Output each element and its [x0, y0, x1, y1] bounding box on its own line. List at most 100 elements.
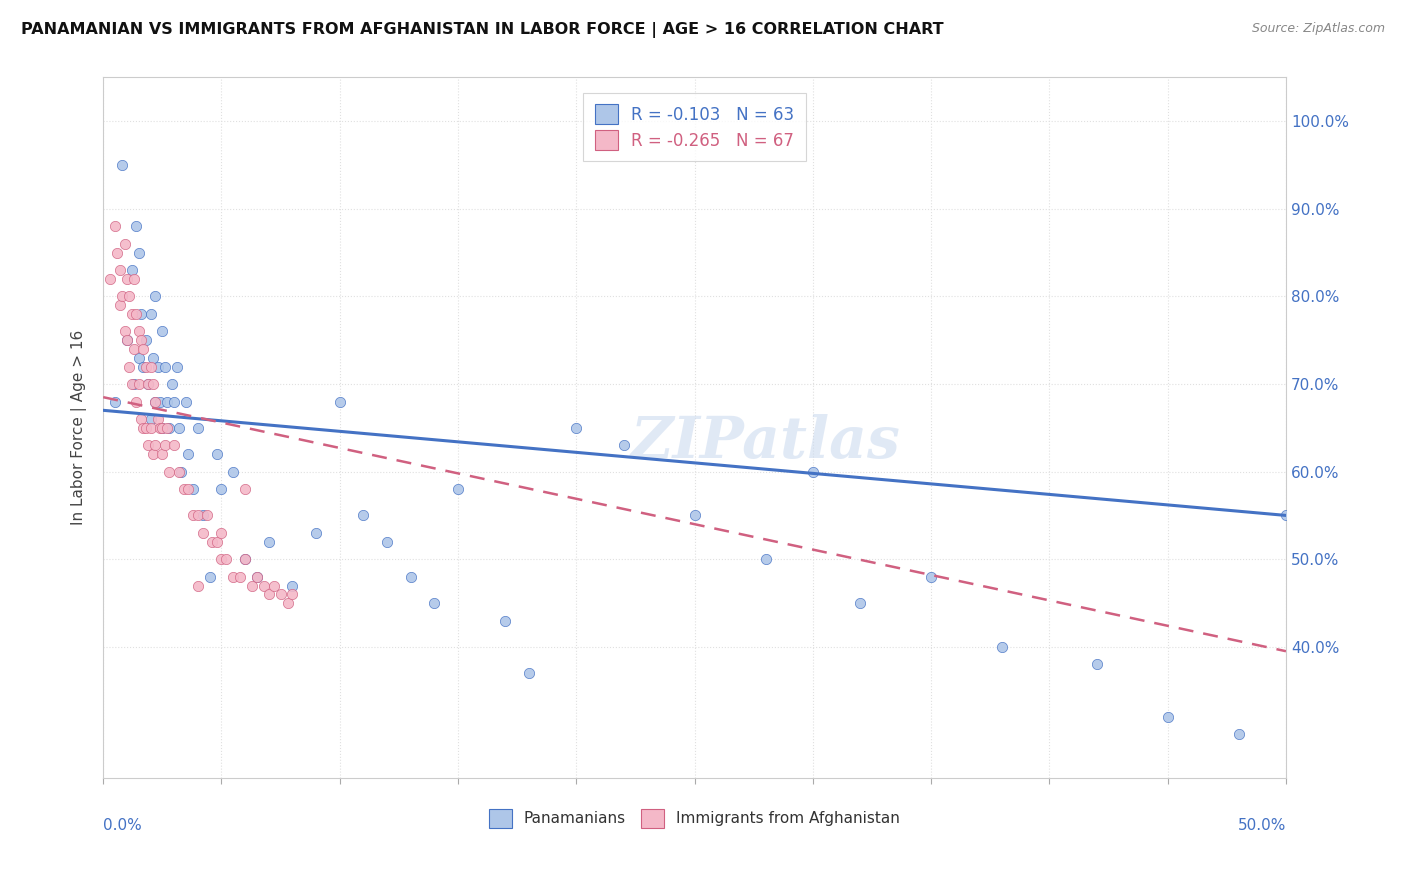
- Point: [121, 307, 143, 321]
- Point: [191, 508, 214, 523]
- Point: [132, 342, 155, 356]
- Point: [494, 614, 516, 628]
- Point: [128, 377, 150, 392]
- Point: [205, 534, 228, 549]
- Point: [166, 359, 188, 374]
- Point: [150, 447, 173, 461]
- Point: [229, 570, 252, 584]
- Point: [801, 465, 824, 479]
- Text: ZIPatlas: ZIPatlas: [631, 414, 900, 470]
- Point: [849, 596, 872, 610]
- Point: [118, 289, 141, 303]
- Point: [111, 158, 134, 172]
- Point: [122, 272, 145, 286]
- Point: [146, 412, 169, 426]
- Point: [107, 245, 129, 260]
- Point: [173, 482, 195, 496]
- Point: [135, 359, 157, 374]
- Text: 0.0%: 0.0%: [103, 818, 142, 832]
- Point: [187, 421, 209, 435]
- Point: [174, 394, 197, 409]
- Point: [1275, 508, 1298, 523]
- Point: [142, 377, 165, 392]
- Point: [129, 412, 152, 426]
- Point: [683, 508, 706, 523]
- Point: [399, 570, 422, 584]
- Point: [991, 640, 1014, 654]
- Point: [222, 570, 245, 584]
- Point: [1227, 727, 1250, 741]
- Point: [118, 359, 141, 374]
- Point: [136, 377, 159, 392]
- Text: 50.0%: 50.0%: [1237, 818, 1286, 832]
- Point: [1157, 710, 1180, 724]
- Point: [565, 421, 588, 435]
- Point: [211, 552, 233, 566]
- Point: [277, 596, 299, 610]
- Point: [222, 465, 245, 479]
- Point: [143, 394, 166, 409]
- Point: [181, 482, 204, 496]
- Point: [129, 307, 152, 321]
- Point: [167, 421, 190, 435]
- Point: [246, 570, 269, 584]
- Point: [143, 289, 166, 303]
- Point: [139, 421, 162, 435]
- Point: [201, 534, 224, 549]
- Point: [177, 482, 200, 496]
- Point: [160, 377, 183, 392]
- Point: [195, 508, 218, 523]
- Point: [233, 552, 256, 566]
- Point: [104, 394, 127, 409]
- Point: [233, 552, 256, 566]
- Text: PANAMANIAN VS IMMIGRANTS FROM AFGHANISTAN IN LABOR FORCE | AGE > 16 CORRELATION : PANAMANIAN VS IMMIGRANTS FROM AFGHANISTA…: [21, 22, 943, 38]
- Point: [125, 394, 148, 409]
- Point: [136, 438, 159, 452]
- Point: [191, 525, 214, 540]
- Point: [170, 465, 193, 479]
- Point: [375, 534, 398, 549]
- Point: [257, 587, 280, 601]
- Point: [143, 438, 166, 452]
- Point: [115, 333, 138, 347]
- Point: [153, 438, 176, 452]
- Point: [129, 333, 152, 347]
- Point: [257, 534, 280, 549]
- Point: [517, 666, 540, 681]
- Point: [142, 351, 165, 365]
- Point: [198, 570, 221, 584]
- Point: [149, 394, 172, 409]
- Point: [233, 482, 256, 496]
- Point: [135, 421, 157, 435]
- Point: [153, 359, 176, 374]
- Point: [108, 298, 131, 312]
- Point: [125, 307, 148, 321]
- Point: [114, 325, 136, 339]
- Point: [181, 508, 204, 523]
- Point: [246, 570, 269, 584]
- Point: [423, 596, 446, 610]
- Point: [122, 377, 145, 392]
- Point: [920, 570, 942, 584]
- Point: [159, 421, 181, 435]
- Point: [128, 351, 150, 365]
- Point: [263, 578, 285, 592]
- Point: [132, 359, 155, 374]
- Point: [122, 342, 145, 356]
- Point: [163, 394, 186, 409]
- Point: [104, 219, 127, 234]
- Point: [447, 482, 470, 496]
- Text: Source: ZipAtlas.com: Source: ZipAtlas.com: [1251, 22, 1385, 36]
- Legend: Panamanians, Immigrants from Afghanistan: Panamanians, Immigrants from Afghanistan: [482, 803, 907, 834]
- Point: [163, 438, 186, 452]
- Point: [150, 421, 173, 435]
- Point: [142, 447, 165, 461]
- Point: [136, 377, 159, 392]
- Point: [115, 272, 138, 286]
- Point: [139, 359, 162, 374]
- Point: [149, 421, 172, 435]
- Point: [281, 578, 304, 592]
- Point: [115, 333, 138, 347]
- Point: [121, 263, 143, 277]
- Point: [281, 587, 304, 601]
